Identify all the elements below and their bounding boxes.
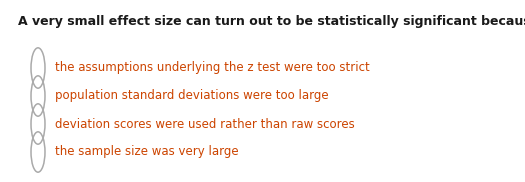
Text: deviation scores were used rather than raw scores: deviation scores were used rather than r…	[55, 118, 355, 130]
Text: the assumptions underlying the z test were too strict: the assumptions underlying the z test we…	[55, 62, 370, 74]
Text: population standard deviations were too large: population standard deviations were too …	[55, 90, 329, 102]
Text: the sample size was very large: the sample size was very large	[55, 145, 239, 159]
Text: A very small effect size can turn out to be statistically significant because: A very small effect size can turn out to…	[18, 15, 525, 28]
